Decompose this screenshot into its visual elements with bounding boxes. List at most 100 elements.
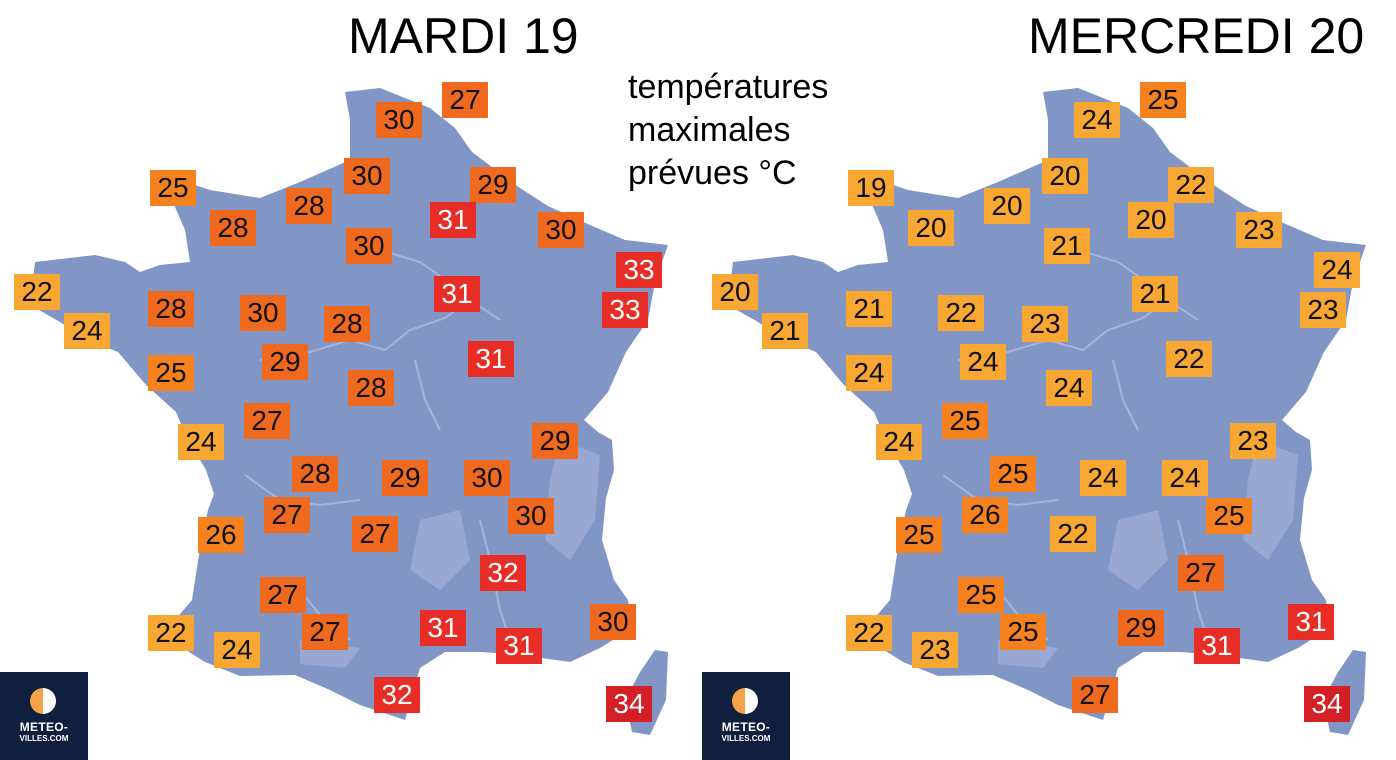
temp-label-cherbourg: 19	[848, 170, 894, 206]
temp-label-pau: 23	[912, 632, 958, 668]
logo-text-line1: METEO-	[721, 720, 771, 734]
temp-label-brest: 22	[14, 274, 60, 310]
temp-label-toulouse: 25	[1000, 614, 1046, 650]
temp-label-poitiers: 27	[244, 403, 290, 439]
map-panel-mercredi: MERCREDI 20 METEO- VILLES.COM 24 25 19 20 20…	[698, 0, 1396, 760]
temp-label-nice: 30	[590, 604, 636, 640]
legend-line: températures	[628, 68, 829, 106]
temp-label-metz: 23	[1236, 212, 1282, 248]
temp-label-caen: 20	[908, 210, 954, 246]
day-title-mardi: MARDI 19	[348, 8, 579, 64]
map-panel-mardi: MARDI 19 METEO- VILLES.COM 30 27 25 28 28 30 2…	[0, 8, 668, 760]
temp-label-charleville: 29	[470, 167, 516, 203]
temp-label-montpellier: 31	[420, 610, 466, 646]
temp-label-paris: 30	[346, 228, 392, 264]
temp-label-clermont: 24	[1080, 460, 1126, 496]
temp-label-reims: 20	[1128, 202, 1174, 238]
temp-label-dijon: 22	[1166, 341, 1212, 377]
temp-label-ajaccio: 34	[606, 686, 652, 722]
temp-label-metz: 30	[538, 212, 584, 248]
temp-label-rouen: 20	[984, 188, 1030, 224]
temp-label-grenoble: 30	[508, 498, 554, 534]
temp-label-rouen: 28	[286, 188, 332, 224]
temp-label-troyes: 31	[434, 276, 480, 312]
temp-label-geneve: 29	[532, 423, 578, 459]
temp-label-perpignan: 27	[1072, 677, 1118, 713]
temp-label-clermont: 29	[382, 460, 428, 496]
temp-label-poitiers: 25	[942, 403, 988, 439]
logo-text-line1: METEO-	[19, 720, 69, 734]
temp-label-colmar: 23	[1300, 292, 1346, 328]
temp-label-limoges: 25	[990, 456, 1036, 492]
temp-label-rennes: 21	[846, 291, 892, 327]
temp-label-geneve: 23	[1230, 423, 1276, 459]
temp-label-montpellier: 29	[1118, 610, 1164, 646]
meteo-villes-logo: METEO- VILLES.COM	[702, 672, 790, 760]
temp-label-bourges: 28	[348, 370, 394, 406]
legend: températures maximales prévues °C	[628, 66, 868, 195]
temp-label-troyes: 21	[1132, 276, 1178, 312]
relief-shading	[998, 440, 1298, 668]
temp-label-quimper: 24	[64, 313, 110, 349]
half-moon-logo-icon	[30, 688, 56, 714]
temp-label-tours: 24	[960, 344, 1006, 380]
temp-label-marseille: 31	[1194, 628, 1240, 664]
temp-label-pau: 24	[214, 632, 260, 668]
temp-label-paris: 21	[1044, 228, 1090, 264]
temp-label-perpignan: 32	[374, 677, 420, 713]
logo-text-line2: VILLES.COM	[721, 734, 771, 743]
temp-label-nice: 31	[1288, 604, 1334, 640]
temp-label-orleans: 23	[1022, 306, 1068, 342]
temp-label-cherbourg: 25	[150, 170, 196, 206]
temp-label-la-rochelle: 24	[178, 424, 224, 460]
temp-label-dunkerque: 25	[1140, 82, 1186, 118]
temp-label-reims: 31	[430, 202, 476, 238]
temp-label-perigueux: 27	[264, 497, 310, 533]
temp-label-brest: 20	[712, 274, 758, 310]
temp-label-la-rochelle: 24	[876, 424, 922, 460]
temp-label-nantes: 25	[148, 355, 194, 391]
temp-label-bordeaux: 26	[198, 517, 244, 553]
temp-label-dijon: 31	[468, 341, 514, 377]
temp-label-le-mans: 22	[938, 295, 984, 331]
temp-label-amiens: 30	[344, 158, 390, 194]
temp-label-aurillac: 22	[1050, 516, 1096, 552]
temp-label-colmar: 33	[602, 292, 648, 328]
temp-label-limoges: 28	[292, 456, 338, 492]
temp-label-biarritz: 22	[846, 615, 892, 651]
meteo-villes-logo: METEO- VILLES.COM	[0, 672, 88, 760]
temp-label-biarritz: 22	[148, 615, 194, 651]
temp-label-lyon: 24	[1162, 460, 1208, 496]
temp-label-orleans: 28	[324, 306, 370, 342]
legend-line: prévues °C	[628, 154, 797, 192]
temp-label-rennes: 28	[148, 291, 194, 327]
temp-label-bordeaux: 25	[896, 517, 942, 553]
temp-label-cap-gris-nez: 30	[376, 102, 422, 138]
temp-label-cap-gris-nez: 24	[1074, 102, 1120, 138]
temp-label-bourges: 24	[1046, 370, 1092, 406]
temp-label-tours: 29	[262, 344, 308, 380]
temp-label-quimper: 21	[762, 313, 808, 349]
temp-label-lyon: 30	[464, 460, 510, 496]
temp-label-agen: 25	[958, 577, 1004, 613]
temp-label-strasbourg: 33	[616, 252, 662, 288]
temp-label-aurillac: 27	[352, 516, 398, 552]
temp-label-charleville: 22	[1168, 167, 1214, 203]
temp-label-marseille: 31	[496, 628, 542, 664]
temp-label-nantes: 24	[846, 355, 892, 391]
legend-line: maximales	[628, 111, 791, 149]
temp-label-strasbourg: 24	[1314, 252, 1360, 288]
temp-label-caen: 28	[210, 210, 256, 246]
temp-label-montelimar: 32	[480, 555, 526, 591]
logo-text-line2: VILLES.COM	[19, 734, 69, 743]
temp-label-dunkerque: 27	[442, 82, 488, 118]
temp-label-grenoble: 25	[1206, 498, 1252, 534]
temp-label-le-mans: 30	[240, 295, 286, 331]
temp-label-ajaccio: 34	[1304, 686, 1350, 722]
temp-label-montelimar: 27	[1178, 555, 1224, 591]
temp-label-amiens: 20	[1042, 158, 1088, 194]
day-title-mercredi: MERCREDI 20	[1028, 8, 1365, 64]
half-moon-logo-icon	[732, 688, 758, 714]
temp-label-toulouse: 27	[302, 614, 348, 650]
temp-label-agen: 27	[260, 577, 306, 613]
